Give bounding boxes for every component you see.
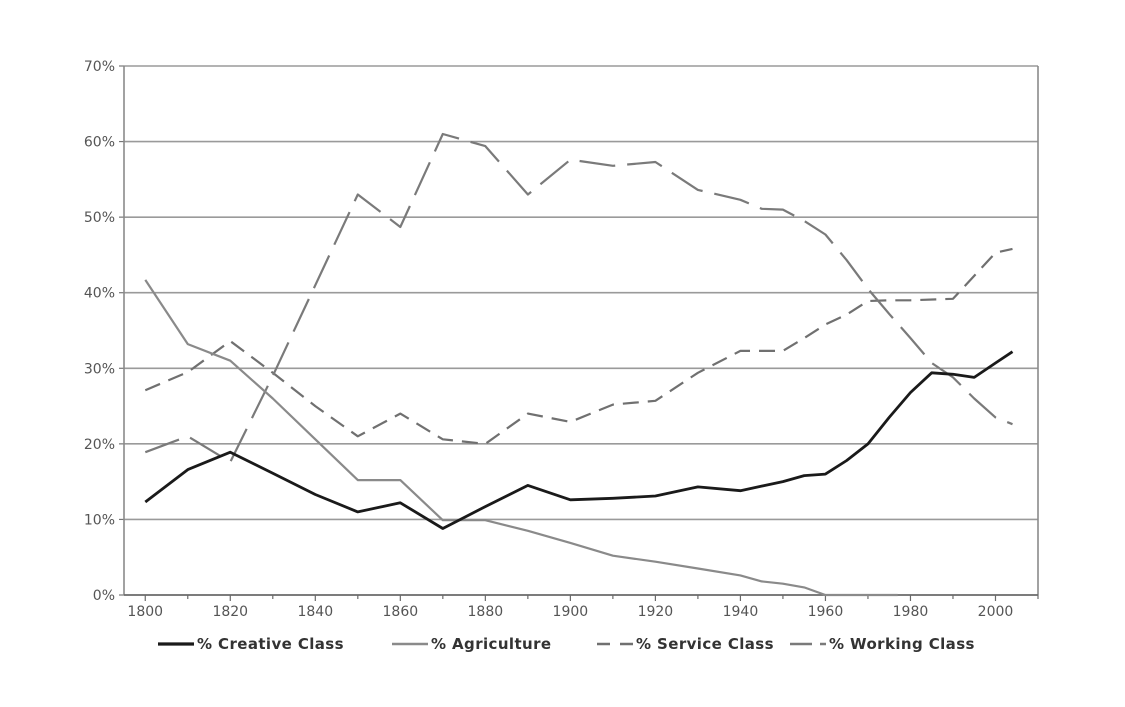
legend-label: % Service Class bbox=[636, 635, 774, 653]
y-tick-label: 60% bbox=[84, 135, 115, 151]
x-tick-label: 1880 bbox=[468, 604, 504, 620]
gridlines bbox=[124, 65, 1038, 521]
tick-labels: 0% 10% 20% 30% 40% 50% 60% 70% 1800 1820 1840 1860 1… bbox=[84, 59, 1013, 620]
y-tick-label: 10% bbox=[84, 512, 115, 528]
x-tick-label: 1940 bbox=[723, 604, 759, 620]
x-tick-label: 1800 bbox=[127, 604, 163, 620]
x-tick-label: 1860 bbox=[383, 604, 419, 620]
x-tick-label: 1900 bbox=[553, 604, 589, 620]
series-line-agriculture bbox=[144, 279, 898, 597]
x-tick-label: 1960 bbox=[808, 604, 844, 620]
x-tick-label: 2000 bbox=[978, 604, 1014, 620]
x-tick-label: 1920 bbox=[638, 604, 674, 620]
y-tick-label: 30% bbox=[84, 361, 115, 377]
legend: % Creative Class % Agriculture % Service C… bbox=[158, 635, 975, 653]
y-tick-label: 20% bbox=[84, 437, 115, 453]
x-tick-label: 1980 bbox=[893, 604, 929, 620]
y-tick-label: 70% bbox=[84, 59, 115, 75]
series-line-working-class bbox=[144, 132, 1013, 464]
series-line-creative-class bbox=[144, 350, 1014, 530]
legend-label: % Agriculture bbox=[431, 635, 551, 653]
axes bbox=[119, 65, 1039, 601]
series-line-service-class bbox=[144, 247, 1013, 445]
y-tick-label: 50% bbox=[84, 210, 115, 226]
x-tick-label: 1840 bbox=[297, 604, 333, 620]
legend-label: % Creative Class bbox=[197, 635, 344, 653]
y-tick-label: 0% bbox=[93, 588, 115, 604]
x-tick-label: 1820 bbox=[212, 604, 248, 620]
y-tick-label: 40% bbox=[84, 286, 115, 302]
series-lines bbox=[144, 132, 1014, 597]
legend-label: % Working Class bbox=[829, 635, 975, 653]
